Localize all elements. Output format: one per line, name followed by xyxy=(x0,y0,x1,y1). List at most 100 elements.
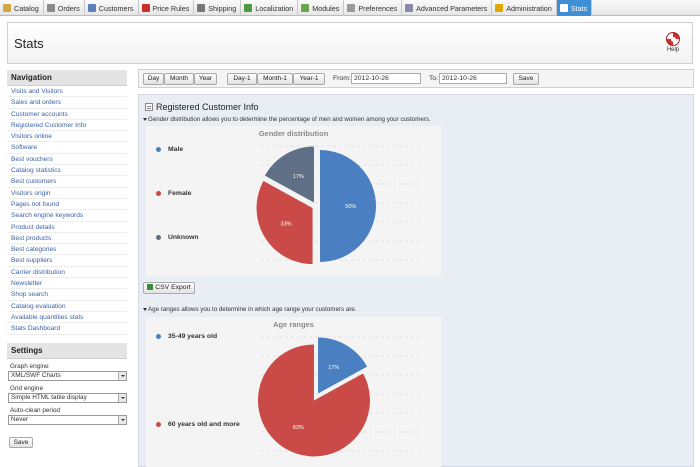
from-label: From: xyxy=(333,75,351,82)
chevron-down-icon xyxy=(118,371,126,380)
sidebar-item-shop-search[interactable]: Shop search xyxy=(7,289,127,301)
sidebar-item-pages-not-found[interactable]: Pages not found xyxy=(7,199,127,211)
sidebar-item-customer-accounts[interactable]: Customer accounts xyxy=(7,109,127,120)
page-title: Stats xyxy=(14,36,44,51)
legend-swatch xyxy=(156,147,161,152)
to-date-input[interactable]: 2012-10-26 xyxy=(439,73,507,84)
age-chart: Age ranges 35-49 years old 60 years old an… xyxy=(146,317,441,467)
stats-panel: Registered Customer Info Gender distribu… xyxy=(138,94,694,467)
tab-price-rules[interactable]: Price Rules xyxy=(139,0,195,16)
tab-label: Advanced Parameters xyxy=(416,3,488,13)
sidebar-item-search-engine-keywords[interactable]: Search engine keywords xyxy=(7,210,127,222)
legend-swatch xyxy=(156,235,161,240)
pie-slice xyxy=(318,337,368,394)
module-title-text: Registered Customer Info xyxy=(156,102,259,112)
gender-description-text: Gender distribution allows you to determ… xyxy=(148,116,431,123)
day-button[interactable]: Day xyxy=(143,73,164,85)
sidebar-item-best-customers[interactable]: Best customers xyxy=(7,176,127,188)
advanced-parameters-icon xyxy=(405,4,414,12)
sidebar-item-best-suppliers[interactable]: Best suppliers xyxy=(7,255,127,267)
preferences-icon xyxy=(347,4,356,12)
graph-engine-value: XML/SWF Charts xyxy=(11,371,61,379)
tab-customers[interactable]: Customers xyxy=(85,0,139,16)
sidebar-item-visitors-online[interactable]: Visitors online xyxy=(7,131,127,143)
sidebar-item-software[interactable]: Software xyxy=(7,142,127,154)
grid-engine-select[interactable]: Simple HTML table display xyxy=(8,392,127,403)
sidebar-item-best-categories[interactable]: Best categories xyxy=(7,244,127,256)
document-icon xyxy=(145,103,153,111)
navigation-title: Navigation xyxy=(7,70,127,86)
modules-icon xyxy=(301,4,310,12)
slice-label: 33% xyxy=(281,222,292,228)
tab-preferences[interactable]: Preferences xyxy=(344,0,403,16)
grid-engine-label: Grid engine xyxy=(10,384,44,392)
sidebar-item-stats-dashboard[interactable]: Stats Dashboard xyxy=(7,323,127,335)
sidebar-item-sales-and-orders[interactable]: Sales and orders xyxy=(7,97,127,109)
tab-label: Administration xyxy=(506,3,552,13)
pie-slice xyxy=(320,150,376,262)
sidebar-item-newsletter[interactable]: Newsletter xyxy=(7,278,127,290)
sidebar-item-registered-customer-info[interactable]: Registered Customer Info xyxy=(7,120,127,132)
month-minus-button[interactable]: Month-1 xyxy=(257,73,293,85)
sidebar-item-carrier-distribution[interactable]: Carrier distribution xyxy=(7,267,127,279)
tab-label: Stats xyxy=(570,3,588,13)
date-save-button[interactable]: Save xyxy=(513,73,539,85)
legend-label: Male xyxy=(168,146,184,153)
sidebar-item-best-products[interactable]: Best products xyxy=(7,233,127,245)
tab-modules[interactable]: Modules xyxy=(298,0,345,16)
sidebar-item-visitors-origin[interactable]: Visitors origin xyxy=(7,188,127,199)
tab-shipping[interactable]: Shipping xyxy=(194,0,242,16)
sidebar-item-available-quantities-stats[interactable]: Available quantities stats xyxy=(7,312,127,324)
sidebar-item-catalog-statistics[interactable]: Catalog statistics xyxy=(7,165,127,177)
tab-stats[interactable]: Stats xyxy=(556,0,593,16)
csv-export-label: CSV Export xyxy=(155,284,191,291)
pie-chart-svg: 17% 83% xyxy=(257,336,421,457)
tab-label: Price Rules xyxy=(152,3,190,13)
sidebar-item-visits-and-visitors[interactable]: Visits and Visitors xyxy=(7,86,127,98)
tab-label: Customers xyxy=(98,3,134,13)
tab-localization[interactable]: Localization xyxy=(241,0,299,16)
legend-item: Female xyxy=(156,190,191,197)
legend-label: 35-49 years old xyxy=(168,333,218,340)
year-button[interactable]: Year xyxy=(194,73,217,85)
settings-save-button[interactable]: Save xyxy=(9,437,33,448)
spreadsheet-icon xyxy=(147,284,154,290)
chevron-down-icon xyxy=(118,393,126,402)
orders-icon xyxy=(46,4,55,12)
slice-label: 50% xyxy=(345,204,356,210)
month-button[interactable]: Month xyxy=(164,73,194,85)
sidebar-item-catalog-evaluation[interactable]: Catalog evaluation xyxy=(7,301,127,312)
collapse-arrow-icon xyxy=(143,117,147,121)
legend-swatch xyxy=(156,334,161,339)
tab-orders[interactable]: Orders xyxy=(44,0,85,16)
stats-icon xyxy=(559,4,568,12)
gender-chart: Gender distribution Male Female Unknown 50% 3… xyxy=(146,126,441,276)
tab-label: Preferences xyxy=(358,3,398,13)
pie-chart-svg: 50% 33% 17% xyxy=(256,145,421,265)
legend-label: Unknown xyxy=(168,234,199,241)
page-header: Stats Help xyxy=(7,22,693,64)
chevron-down-icon xyxy=(118,415,126,424)
sidebar: Navigation Visits and Visitors Sales and … xyxy=(7,70,127,448)
auto-clean-label: Auto-clean period xyxy=(10,406,61,414)
day-minus-button[interactable]: Day-1 xyxy=(227,73,257,85)
tab-label: Catalog xyxy=(14,3,39,13)
from-date-input[interactable]: 2012-10-26 xyxy=(351,73,421,84)
year-minus-button[interactable]: Year-1 xyxy=(293,73,325,85)
legend-item: 60 years old and more xyxy=(156,421,240,428)
tab-administration[interactable]: Administration xyxy=(492,0,557,16)
chart-title: Age ranges xyxy=(273,320,314,329)
shipping-icon xyxy=(197,4,206,12)
csv-export-button[interactable]: CSV Export xyxy=(143,282,195,294)
tab-catalog[interactable]: Catalog xyxy=(0,0,44,16)
catalog-icon xyxy=(3,4,11,12)
sidebar-item-best-vouchers[interactable]: Best vouchers xyxy=(7,154,127,166)
help-button[interactable]: Help xyxy=(663,32,683,53)
age-description: Age ranges allows you to determine in wh… xyxy=(143,306,356,313)
to-label: To: xyxy=(429,75,439,82)
sidebar-item-product-details[interactable]: Product details xyxy=(7,222,127,233)
graph-engine-select[interactable]: XML/SWF Charts xyxy=(8,370,127,381)
tab-advanced-parameters[interactable]: Advanced Parameters xyxy=(402,0,493,16)
auto-clean-select[interactable]: Never xyxy=(8,414,127,425)
tab-label: Modules xyxy=(312,3,340,13)
